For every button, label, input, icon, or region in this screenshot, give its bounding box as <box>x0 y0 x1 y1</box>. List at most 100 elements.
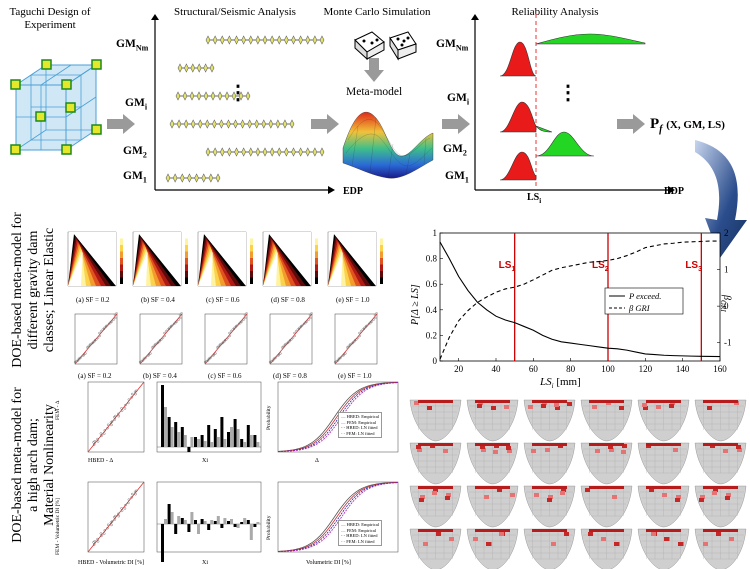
contour-band <box>328 251 343 286</box>
scatter-point <box>152 345 155 349</box>
scatter-point <box>354 338 357 342</box>
bar <box>246 425 250 447</box>
scatter-point <box>158 340 161 343</box>
row1-title: DOE-based meta-model for different gravit… <box>10 212 58 368</box>
scatter-point <box>102 327 106 331</box>
scatter-point <box>234 324 238 328</box>
scatter-point <box>151 346 154 349</box>
scatter-point <box>284 342 287 346</box>
scatter-point <box>276 354 279 357</box>
y2-tick-label: 0 <box>724 301 729 311</box>
scatter-point <box>227 336 230 339</box>
rel-edp-axis-label: EDP <box>664 186 684 197</box>
taguchi-title: Taguchi Design of Experiment <box>9 6 91 32</box>
scatter-point <box>178 313 181 317</box>
arch-scatter-point <box>127 501 130 505</box>
contour-caption: (a) SF = 0.2 <box>76 296 110 304</box>
scatter-point <box>239 322 242 325</box>
scatter-point <box>289 338 292 342</box>
scatter-point <box>338 358 341 361</box>
scatter-point <box>168 326 171 329</box>
contour-band <box>198 251 213 286</box>
scatter-point <box>106 324 109 327</box>
arch-scatter-point <box>99 532 103 535</box>
scatter-point <box>292 336 295 339</box>
bar <box>180 518 184 524</box>
scatter-point <box>366 324 369 327</box>
bar <box>197 524 200 534</box>
bar <box>167 417 171 447</box>
arch-scatter-point <box>93 440 96 443</box>
scatter-point <box>279 352 282 355</box>
arch-scatter-point <box>134 392 137 396</box>
arch-dam-damage-map <box>637 528 690 569</box>
bar <box>227 521 230 524</box>
bar <box>183 435 187 447</box>
scatter-point <box>143 356 146 360</box>
scatter-point <box>109 322 112 325</box>
arch-scatter-point <box>106 523 110 527</box>
arch-ylabel: FEM - Volumetric DI [%] <box>55 498 61 555</box>
taguchi-cube-diagram <box>10 59 102 155</box>
contour-maps-row <box>67 231 383 287</box>
bar <box>187 447 191 452</box>
scatter-point <box>359 330 363 333</box>
bar <box>194 520 197 524</box>
scatter-point <box>273 356 276 360</box>
bar <box>167 504 171 524</box>
scatter-point <box>113 313 116 317</box>
scatter-point <box>370 320 374 323</box>
scatter-point <box>144 356 147 359</box>
scatter-point <box>87 345 90 349</box>
arch-dam-damage-map <box>580 442 633 485</box>
bar <box>220 417 224 447</box>
scatter-point <box>286 341 290 345</box>
structural-title: Structural/Seismic Analysis <box>174 6 296 18</box>
scatter-point <box>358 331 361 335</box>
bar <box>240 439 244 447</box>
scatter-point <box>224 338 227 342</box>
scatter-point <box>208 358 211 361</box>
scatter-point <box>362 327 366 331</box>
scatter-point <box>98 334 101 338</box>
montecarlo-title: Monte Carlo Simulation <box>323 6 431 18</box>
scatter-point <box>94 338 97 342</box>
scatter-point <box>138 360 142 364</box>
legend-label: P exceed. <box>628 291 661 301</box>
scatter-point <box>156 341 160 345</box>
scatter-point <box>166 328 169 331</box>
rel-vertical-dots: ⋮ <box>558 82 578 104</box>
scatter-point <box>78 358 81 361</box>
arch-scatter-point <box>117 514 120 518</box>
bar <box>223 439 227 447</box>
bar <box>236 429 240 447</box>
scatter-point <box>78 356 81 360</box>
arch-scatter-point <box>117 512 120 516</box>
scatter-point <box>310 312 313 315</box>
dice-icon <box>354 31 417 61</box>
arch-scatter-point <box>134 489 138 493</box>
scatter-point <box>84 352 87 355</box>
scatter-point <box>369 320 372 324</box>
fragility-ylabel-left: P[Δ ≥ LS] <box>410 284 421 325</box>
scatter-point <box>164 330 168 333</box>
scatter-point <box>364 324 368 328</box>
bar <box>183 520 187 524</box>
bar-xlabel: Xi <box>202 560 208 566</box>
y2-tick-label: 2 <box>724 228 729 238</box>
scatter-point <box>375 312 378 315</box>
scatter-point <box>225 338 228 341</box>
scatter-point <box>81 354 84 357</box>
scatter-point <box>222 340 225 343</box>
scatter-point <box>89 344 92 347</box>
bar <box>203 441 207 447</box>
scatter-point <box>364 326 367 329</box>
scatter-point <box>308 313 311 317</box>
scatter-point <box>180 312 183 315</box>
bar <box>227 432 230 447</box>
scatter-point <box>149 352 152 355</box>
bar <box>230 519 233 524</box>
scatter-point <box>347 344 350 347</box>
contour-band <box>263 251 278 286</box>
bar <box>174 422 178 447</box>
